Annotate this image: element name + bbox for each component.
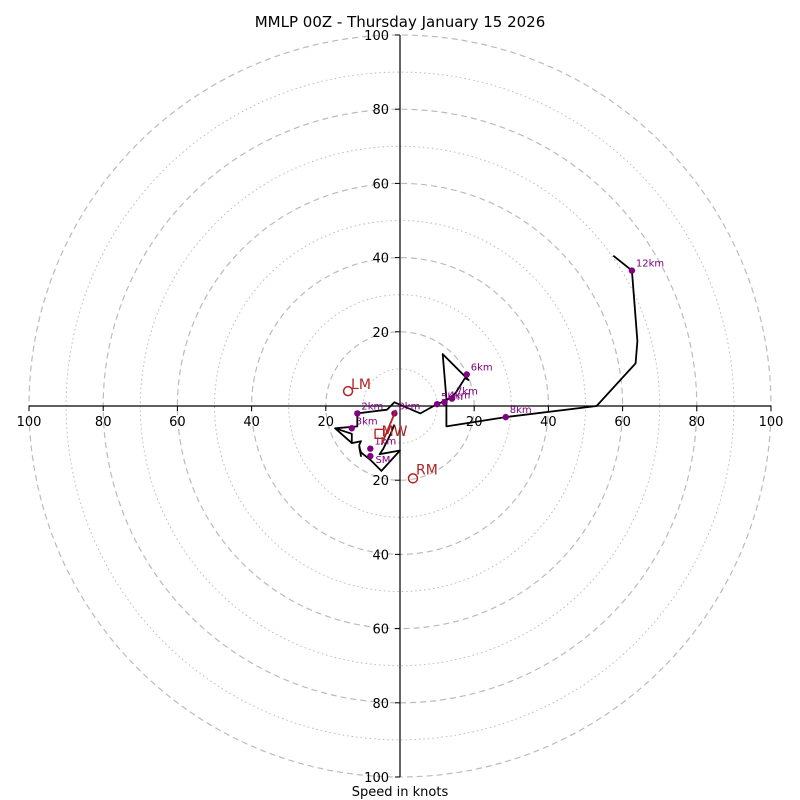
y-tick-label: 100 — [364, 771, 389, 786]
height-marker-label: 6km — [471, 362, 493, 373]
height-marker — [367, 445, 374, 452]
lm-marker — [342, 385, 354, 397]
height-marker — [367, 452, 374, 460]
x-tick-label: 20 — [318, 415, 335, 430]
height-markers: 0km1km3km2km4km5km7km6km8km12km — [348, 259, 664, 460]
height-marker-label: 8km — [510, 405, 532, 416]
y-tick-label: 60 — [372, 177, 389, 192]
height-marker — [433, 400, 441, 408]
sm-vector — [380, 409, 397, 446]
y-tick-label: 100 — [364, 29, 389, 44]
height-marker — [502, 413, 509, 421]
x-tick-label: 100 — [759, 415, 784, 430]
height-marker-label: 1km — [374, 437, 396, 448]
y-tick-label: 40 — [372, 252, 389, 267]
height-marker — [354, 410, 361, 417]
height-marker — [348, 425, 355, 432]
x-tick-label: 100 — [17, 415, 42, 430]
wind-trace-line — [334, 254, 639, 472]
height-marker — [441, 399, 448, 406]
axes — [28, 35, 772, 777]
rm-label: RM — [416, 462, 438, 478]
height-marker-label: 7km — [456, 387, 478, 398]
lm-label: LM — [351, 377, 371, 393]
y-tick-label: 80 — [372, 103, 389, 118]
x-tick-label: 40 — [540, 415, 557, 430]
height-marker — [448, 395, 456, 402]
x-tick-label: 80 — [689, 415, 706, 430]
sm-label: SM — [375, 455, 390, 466]
height-marker — [628, 267, 636, 274]
height-marker-label: 4km — [449, 390, 471, 401]
y-tick-label: 80 — [372, 697, 389, 712]
y-tick-label: 60 — [372, 623, 389, 638]
height-marker-label: 2km — [361, 401, 383, 412]
chart-title: MMLP 00Z - Thursday January 15 2026 — [255, 13, 546, 31]
rm-marker — [407, 473, 419, 484]
tick-labels: 100 80 60 40 20 20 40 60 80 100100806040202040608… — [17, 29, 784, 786]
x-tick-label: 40 — [243, 415, 260, 430]
x-tick-label: 80 — [95, 415, 112, 430]
wind-trace — [334, 254, 639, 472]
height-marker — [463, 371, 470, 378]
x-axis-label: Speed in knots — [352, 785, 449, 800]
y-tick-label: 40 — [372, 548, 389, 563]
x-tick-label: 60 — [169, 415, 186, 430]
y-tick-label: 20 — [372, 474, 389, 489]
height-marker-label: 0km — [398, 401, 420, 412]
x-tick-label: 60 — [614, 415, 631, 430]
height-marker-label: 3km — [356, 416, 378, 427]
y-tick-label: 20 — [372, 326, 389, 341]
mw-marker — [374, 428, 385, 439]
height-marker-label: 12km — [636, 259, 664, 270]
